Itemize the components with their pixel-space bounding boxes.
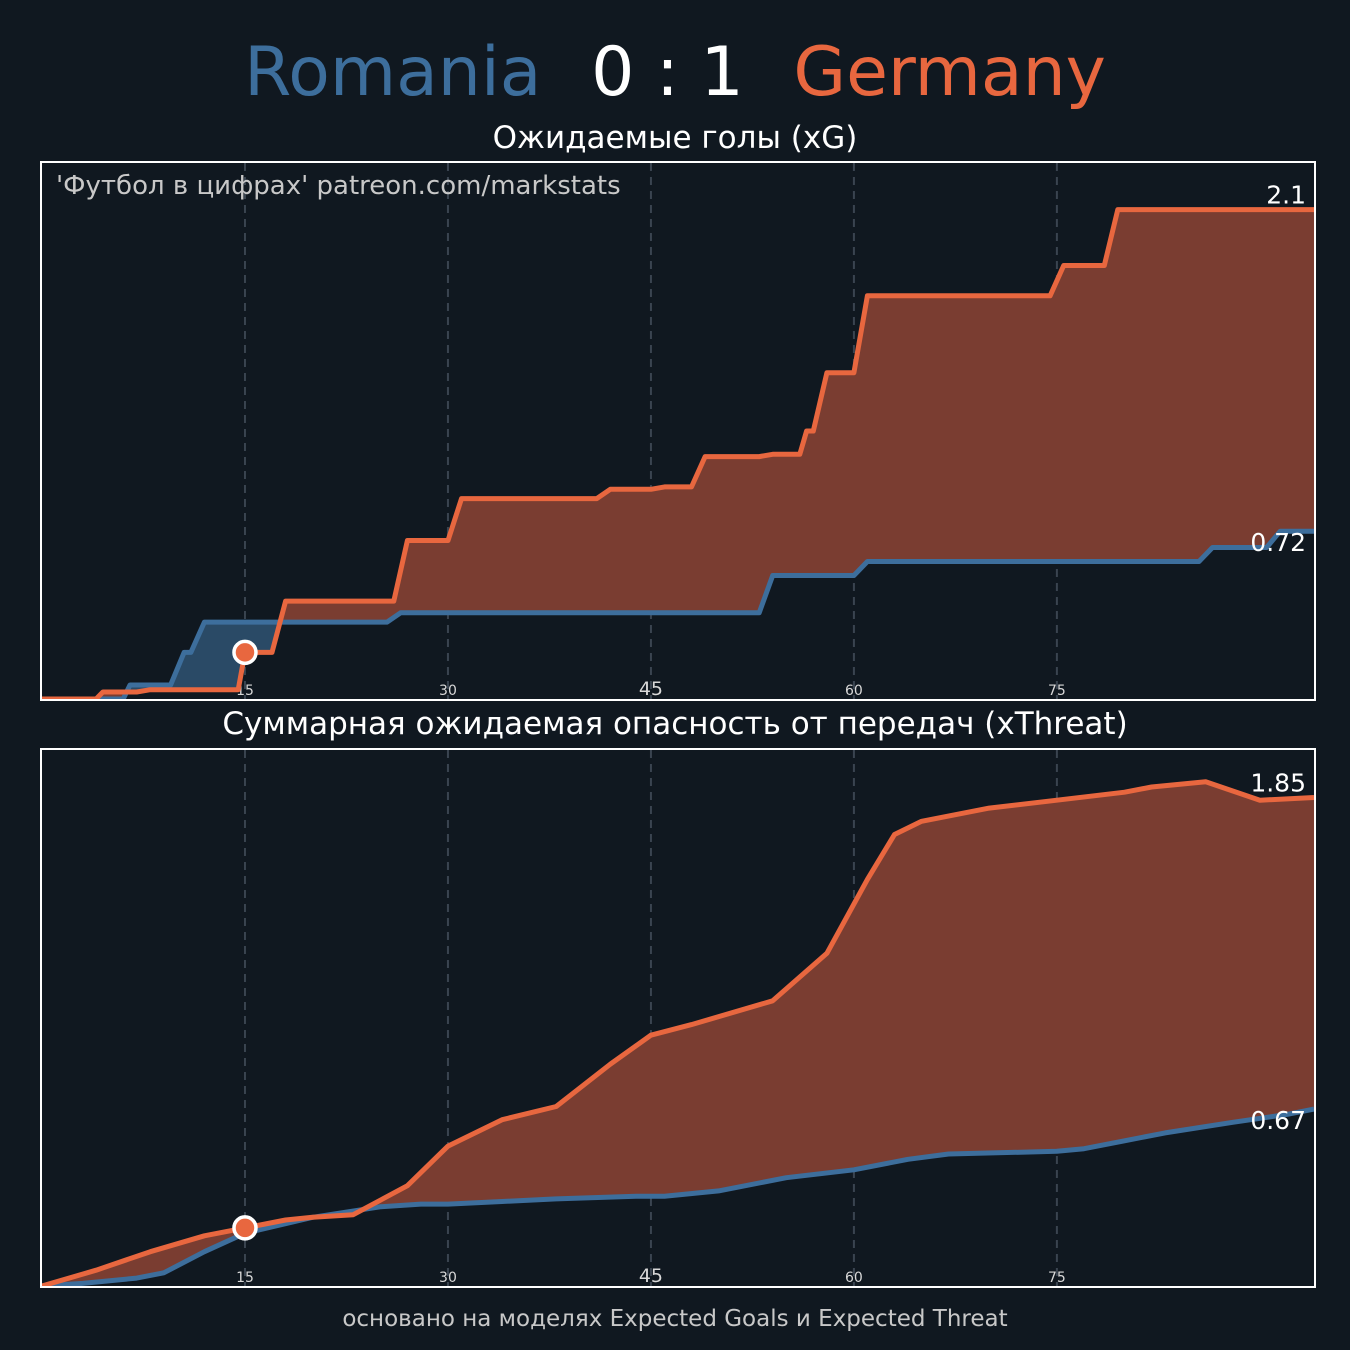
xthreat-x-tick-label: 15 — [236, 1270, 254, 1286]
xthreat-line-romania — [42, 1106, 1314, 1286]
xg-romania-lead-area — [124, 616, 282, 696]
xthreat-chart-svg: 15 30 45 60 75 0.67 1.85 — [42, 750, 1314, 1286]
footer-note: основано на моделях Expected Goals и Exp… — [342, 1306, 1008, 1332]
xg-x-tick-label: 75 — [1048, 683, 1066, 699]
xthreat-end-label-romania: 0.67 — [1250, 1106, 1306, 1135]
xg-x-tick-label: 45 — [639, 678, 663, 699]
xthreat-chart: 15 30 45 60 75 0.67 1.85 — [40, 748, 1316, 1288]
xthreat-x-tick-label: 75 — [1048, 1270, 1066, 1286]
xg-chart: 15 30 45 60 75 0.72 2.1 'Футбол в цифрах' patr… — [40, 161, 1316, 701]
match-header: Romania 0 : 1 Germany — [0, 28, 1350, 118]
xthreat-x-tick-label: 30 — [439, 1270, 457, 1286]
xg-x-tick-label: 30 — [439, 683, 457, 699]
xg-chart-title: Ожидаемые голы (xG) — [492, 120, 858, 156]
xg-end-label-romania: 0.72 — [1250, 528, 1306, 557]
match-score: 0 : 1 — [591, 33, 744, 112]
xthreat-germany-lead-area — [364, 781, 1314, 1210]
xthreat-line-germany — [42, 779, 1314, 1286]
xg-chart-svg: 15 30 45 60 750.722.1 — [42, 163, 1314, 699]
home-team-name: Romania — [244, 33, 542, 112]
xg-line-romania — [42, 528, 1314, 699]
xg-goal-marker — [232, 639, 258, 666]
xg-end-label-germany: 2.1 — [1266, 181, 1306, 210]
watermark: 'Футбол в цифрах' patreon.com/markstats — [56, 171, 621, 201]
xg-x-tick-label: 60 — [845, 683, 863, 699]
xthreat-goal-marker — [232, 1215, 258, 1241]
xg-line-germany — [42, 207, 1314, 699]
xg-germany-lead-area — [281, 209, 1314, 623]
xthreat-end-label-germany: 1.85 — [1250, 769, 1306, 798]
xthreat-germany-lead-area — [42, 1217, 314, 1286]
away-team-name: Germany — [793, 33, 1106, 112]
xthreat-x-tick-label: 45 — [639, 1265, 663, 1286]
xthreat-x-tick-label: 60 — [845, 1270, 863, 1286]
xthreat-chart-title: Суммарная ожидаемая опасность от передач… — [222, 706, 1128, 742]
